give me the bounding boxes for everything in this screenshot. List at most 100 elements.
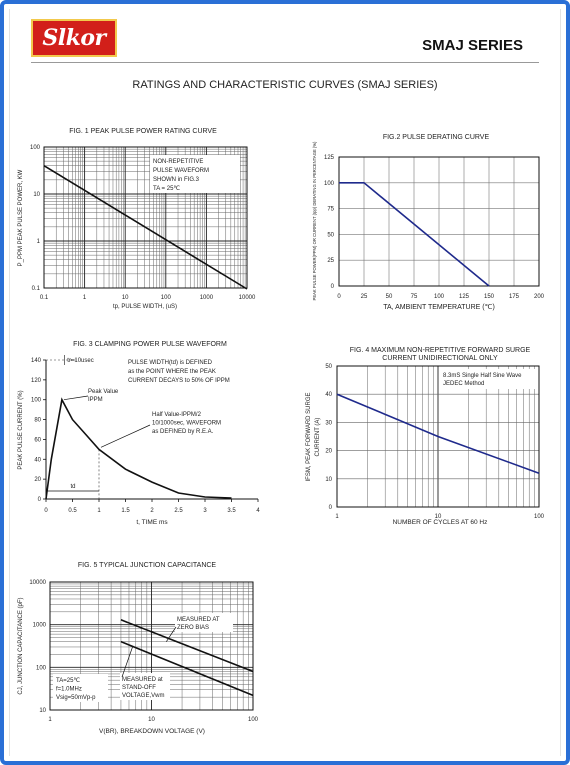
fig5-zero-text-line-1: ZERO BIAS [177, 625, 209, 631]
fig1-xtick-label: 1 [83, 295, 87, 301]
fig2-xtick-label: 75 [411, 294, 418, 300]
fig2-ytick-label: 75 [327, 207, 334, 213]
fig4-ytick-label: 0 [329, 505, 333, 511]
fig4-ytick-label: 10 [325, 477, 332, 483]
fig1-xlabel: tp, PULSE WIDTH, (uS) [113, 304, 177, 310]
fig1-annotation-bg [150, 155, 240, 193]
fig5-ytick-label: 1000 [33, 623, 47, 629]
fig4-xtick-label: 100 [534, 514, 545, 520]
logo-text: Slkor [42, 25, 106, 51]
fig3-def-text-line-1: as the POINT WHERE the PEAK [128, 369, 216, 375]
fig4-title-line-1: CURRENT UNIDIRECTIONAL ONLY [382, 355, 498, 362]
fig1-annotation-line-1: PULSE WAVEFORM [153, 168, 209, 174]
fig1-ytick-label: 10 [33, 192, 40, 198]
fig5-ytick-label: 100 [36, 665, 47, 671]
fig4-ytick-label: 20 [325, 449, 332, 455]
fig5-conditions-text-line-1: f=1.0MHz [56, 687, 82, 693]
fig5-series-zero-bias [120, 619, 254, 673]
fig3-xtick-label: 1 [97, 508, 101, 514]
fig5-xtick-label: 1 [48, 717, 52, 723]
fig4-annotation-line-0: 8.3mS Single Half Sine Wave [443, 373, 522, 379]
page-title: RATINGS AND CHARACTERISTIC CURVES (SMAJ … [132, 79, 438, 91]
fig3-ytick-label: 120 [31, 378, 42, 384]
fig3-ytick-label: 80 [34, 418, 41, 424]
fig3-tr-label: tr=10usec [67, 358, 94, 364]
fig3-ytick-label: 0 [38, 497, 42, 503]
fig3-ytick-label: 60 [34, 437, 41, 443]
fig1-xtick-label: 1000 [200, 295, 214, 301]
fig5-ylabel: CJ, JUNCTION CAPACITANCE (pF) [18, 597, 24, 694]
fig2-xtick-label: 125 [459, 294, 470, 300]
fig5-xtick-label: 100 [248, 717, 259, 723]
fig1-ytick-label: 1 [37, 239, 41, 245]
fig2-xlabel: TA, AMBIENT TEMPERATURE (℃) [383, 304, 495, 311]
fig3-def-text-line-0: PULSE WIDTH(td) is DEFINED [128, 360, 213, 366]
fig1-ytick-label: 100 [30, 145, 41, 151]
fig3-def-bg [127, 357, 253, 385]
fig5-title: FIG. 5 TYPICAL JUNCTION CAPACITANCE [78, 562, 217, 569]
fig4-xlabel: NUMBER OF CYCLES AT 60 Hz [393, 519, 488, 526]
fig3-xtick-label: 0.5 [68, 508, 77, 514]
fig3-td-label: td [70, 484, 75, 490]
fig4-ylabel: CURRENT (A) [315, 418, 321, 457]
fig4-ytick-label: 50 [325, 364, 332, 370]
fig4-plot-frame [336, 365, 540, 508]
fig4-annotation-bg [440, 369, 536, 389]
fig3-half-pointer [100, 424, 151, 448]
fig2-plot-frame [338, 156, 540, 287]
fig3-peak-pointer [63, 395, 89, 401]
fig2-xtick-label: 150 [484, 294, 495, 300]
fig2-xtick-label: 100 [434, 294, 445, 300]
fig5-ytick-label: 10000 [29, 580, 46, 586]
brand-logo: Slkor [31, 19, 117, 57]
fig4-ylabel: IFSM, PEAK FORWARD SURGE [306, 392, 312, 481]
fig5-zero-bg [175, 613, 233, 632]
fig1-annotation-line-0: NON-REPETITIVE [153, 159, 203, 165]
fig1-series-line [43, 165, 248, 290]
fig3-half-text-line-1: 10/1000sec, WAVEFORM [152, 421, 221, 427]
fig3-title: FIG. 3 CLAMPING POWER PULSE WAVEFORM [73, 341, 227, 348]
fig5-conditions-text-line-2: Vsig=50mVp-p [56, 695, 96, 701]
fig2-ytick-label: 50 [327, 232, 334, 238]
fig5-ytick-label: 10 [39, 708, 46, 714]
fig3-half-text-line-2: as DEFINED by R.E.A. [152, 429, 214, 435]
fig2-series-line [339, 182, 490, 287]
fig2-xtick-label: 0 [337, 294, 341, 300]
fig5-zero-pointer [166, 626, 177, 642]
fig5-plot-frame [49, 581, 254, 711]
page-inner [9, 9, 561, 756]
fig2-ytick-label: 0 [331, 284, 335, 290]
fig1-xtick-label: 0.1 [40, 295, 49, 301]
fig3-ytick-label: 100 [31, 398, 42, 404]
fig5-xtick-label: 10 [148, 717, 155, 723]
fig5-standoff-text-line-2: VOLTAGE,Vwm [122, 693, 164, 699]
fig3-ytick-label: 40 [34, 457, 41, 463]
fig5-conditions-bg [53, 674, 108, 702]
fig2-ylabel: PEAK PULSE POWER(PPM) OR CURRENT (Ipp) D… [312, 141, 317, 301]
fig2-title: FIG.2 PULSE DERATING CURVE [383, 134, 490, 141]
fig4-series-line [336, 393, 540, 474]
fig5-xlabel: V(BR), BREAKDOWN VOLTAGE (V) [99, 728, 205, 735]
fig2-xtick-label: 25 [361, 294, 368, 300]
fig3-xtick-label: 2.5 [174, 508, 183, 514]
fig1-plot-frame [43, 146, 248, 289]
fig5-standoff-bg [120, 673, 170, 700]
fig3-xtick-label: 4 [256, 508, 260, 514]
series-title: SMAJ SERIES [422, 37, 523, 54]
fig3-xlabel: t, TIME ms [136, 519, 168, 526]
fig3-xtick-label: 3 [203, 508, 207, 514]
fig3-peak-text-line-0: Peak Value [88, 389, 119, 395]
fig5-standoff-pointer [121, 646, 133, 678]
fig5-conditions-text-line-0: TA=25℃ [56, 678, 80, 684]
fig1-annotation-line-2: SHOWN in FIG.3 [153, 177, 200, 183]
fig1-xtick-label: 100 [161, 295, 172, 301]
fig1-title: FIG. 1 PEAK PULSE POWER RATING CURVE [69, 128, 217, 135]
fig2-xtick-label: 50 [386, 294, 393, 300]
fig3-peak-text-line-1: IPPM [88, 397, 103, 403]
fig3-series-line [45, 397, 232, 500]
fig1-ytick-label: 0.1 [32, 286, 41, 292]
fig3-xtick-label: 3.5 [227, 508, 236, 514]
fig5-series-standoff [120, 640, 254, 697]
fig1-annotation-line-3: TA = 25℃ [153, 186, 180, 192]
